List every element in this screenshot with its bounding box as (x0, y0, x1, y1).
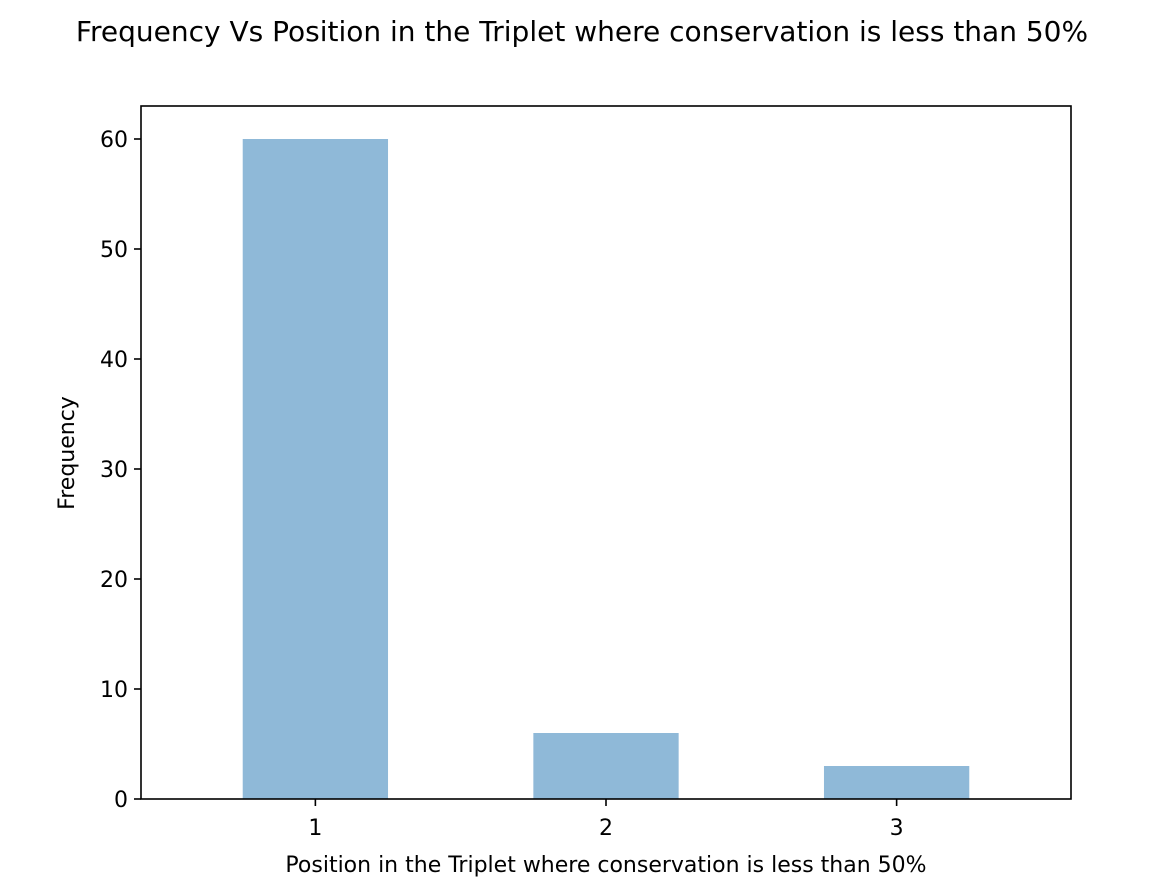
bar-1 (242, 139, 389, 799)
y-tick-label-10: 10 (100, 678, 128, 703)
y-tick-label-40: 40 (100, 348, 128, 373)
chart-title: Frequency Vs Position in the Triplet whe… (76, 15, 1088, 48)
plot-area: 0 10 20 30 40 50 60 1 2 3 (100, 105, 1072, 841)
y-tick-label-20: 20 (100, 568, 128, 593)
y-tick-label-60: 60 (100, 128, 128, 153)
y-tick-label-30: 30 (100, 458, 128, 483)
bar-2 (533, 733, 679, 799)
y-tick-label-0: 0 (114, 788, 128, 813)
x-tick-label-2: 2 (599, 816, 613, 841)
y-axis-label: Frequency (55, 396, 80, 510)
x-tick-label-3: 3 (890, 816, 904, 841)
y-tick-label-50: 50 (100, 238, 128, 263)
bar-3 (823, 766, 970, 799)
x-tick-label-1: 1 (308, 816, 322, 841)
x-axis-label: Position in the Triplet where conservati… (285, 853, 926, 878)
